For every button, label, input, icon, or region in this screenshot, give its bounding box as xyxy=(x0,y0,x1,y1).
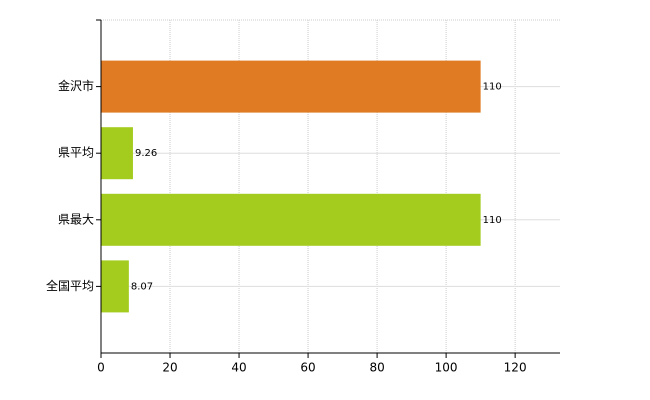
value-label: 110 xyxy=(483,82,502,93)
bar xyxy=(101,127,133,180)
x-tick-label: 0 xyxy=(97,361,105,375)
value-label: 9.26 xyxy=(135,148,157,159)
value-label: 110 xyxy=(483,215,502,226)
y-tick-label: 県最大 xyxy=(58,212,94,226)
x-tick-label: 120 xyxy=(504,361,527,375)
bar xyxy=(101,60,481,113)
y-tick-label: 県平均 xyxy=(58,146,94,160)
bar xyxy=(101,193,481,246)
x-tick-label: 80 xyxy=(369,361,384,375)
y-tick-label: 全国平均 xyxy=(46,278,94,293)
x-tick-label: 20 xyxy=(162,361,177,375)
y-tick-label: 金沢市 xyxy=(58,78,94,93)
x-tick-label: 60 xyxy=(300,361,315,375)
bar xyxy=(101,260,129,313)
x-tick-label: 40 xyxy=(231,361,246,375)
value-label: 8.07 xyxy=(131,281,153,292)
x-tick-label: 100 xyxy=(435,361,458,375)
